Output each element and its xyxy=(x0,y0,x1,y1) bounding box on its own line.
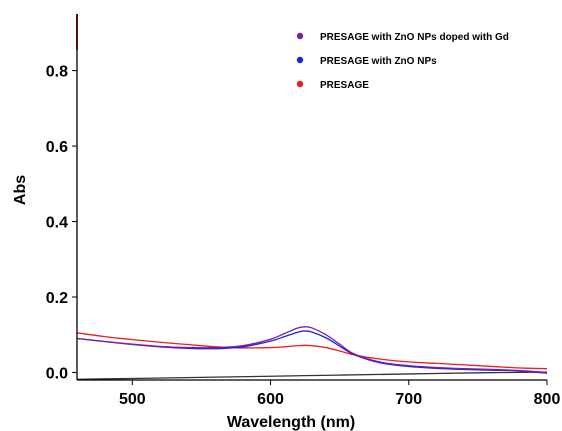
series-line-baseline xyxy=(76,371,548,380)
legend-marker xyxy=(296,56,304,64)
y-axis-label: Abs xyxy=(12,175,29,205)
legend-label: PRESAGE with ZnO NPs doped with Gd xyxy=(320,32,509,43)
legend-label: PRESAGE xyxy=(320,80,369,91)
legend-marker xyxy=(296,80,304,88)
legend: PRESAGE with ZnO NPs doped with Gd PRESAG… xyxy=(296,32,509,91)
series-layer xyxy=(76,326,548,380)
x-tick-label: 700 xyxy=(395,391,422,408)
axes-layer xyxy=(76,14,547,381)
x-tick-label: 500 xyxy=(119,391,146,408)
series-line-presage-with-zno-nps xyxy=(76,330,548,374)
y-tick-label: 0.6 xyxy=(46,139,68,156)
legend-label: PRESAGE with ZnO NPs xyxy=(320,56,437,67)
legend-marker xyxy=(296,32,304,40)
ticks-layer: 0.0 0.2 0.4 0.6 0.8 500 600 700 800 xyxy=(46,64,561,408)
y-tick-label: 0.4 xyxy=(46,215,68,232)
y-tick-label: 0.0 xyxy=(46,365,68,382)
x-axis-label: Wavelength (nm) xyxy=(227,414,355,431)
series-line-presage-with-zno-nps-doped-with-gd xyxy=(76,326,548,374)
x-tick-label: 800 xyxy=(534,391,561,408)
y-tick-label: 0.2 xyxy=(46,290,68,307)
y-tick-label: 0.8 xyxy=(46,64,68,81)
series-line-presage xyxy=(76,332,548,370)
x-tick-label: 600 xyxy=(257,391,284,408)
